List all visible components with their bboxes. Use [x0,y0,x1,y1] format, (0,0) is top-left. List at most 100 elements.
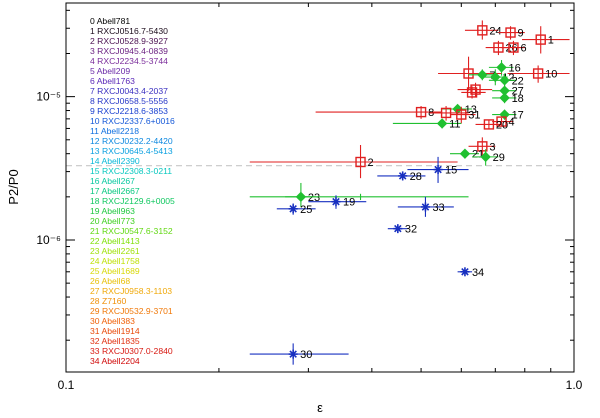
point-label: 17 [512,110,524,122]
point-label: 18 [512,93,524,105]
data-point: 33 [397,196,454,217]
diamond-marker [499,92,510,104]
data-point: 20 [475,119,508,131]
square-marker [508,42,519,53]
plot-frame [65,2,575,373]
legend-entry: 27 RXCJ0958.3-1103 [90,286,172,296]
legend-entry: 24 Abell1758 [90,256,140,266]
point-label: 25 [300,204,312,216]
square-marker [535,34,546,45]
data-point: 2 [249,144,458,179]
data-point: 29 [472,149,505,166]
star-marker-d2 [289,350,297,358]
star-marker-d2 [289,205,297,213]
point-label: 23 [308,192,320,204]
legend-entry: 0 Abell781 [90,16,130,26]
point-label: 28 [410,171,422,183]
legend-entry: 31 Abell1914 [90,326,140,336]
data-point [461,86,486,99]
point-label: 29 [493,152,505,164]
point-label: 6 [520,43,526,55]
point-label: 30 [300,349,312,361]
legend-entry: 23 Abell2261 [90,246,140,256]
data-point: 19 [308,195,367,209]
data-point: 30 [249,343,349,365]
star-marker-d2 [461,268,469,276]
legend-entry: 18 RXCJ2129.6+0005 [90,196,175,206]
y-tick-label: 10⁻⁵ [36,90,61,104]
data-point: 27 [492,84,524,98]
legend-entry: 28 Z7160 [90,296,127,306]
data-point [457,82,493,97]
data-point: 28 [377,171,426,183]
diamond-marker [452,103,463,115]
square-marker [477,25,488,36]
square-marker [496,116,507,127]
point-label: 10 [545,69,557,81]
point-label: 22 [512,75,524,87]
point-label: 34 [472,267,484,279]
point-label: 1 [548,35,554,47]
point-label: 27 [512,86,524,98]
legend-entry: 20 Abell773 [90,216,135,226]
legend-entry: 17 Abell2667 [90,186,140,196]
diamond-marker [480,151,491,163]
legend-entry: 16 Abell267 [90,176,135,186]
star-marker-d2 [394,224,402,233]
point-label: 32 [405,224,417,236]
data-point: 21 [449,148,484,161]
legend-entry: 19 Abell963 [90,206,135,216]
x-tick-label: 1.0 [566,378,583,392]
legend-entry: 3 RXCJ0945.4-0839 [90,46,168,56]
data-point: 11 [392,118,462,130]
star-marker-d2 [434,165,442,174]
legend-entry: 2 RXCJ0528.9-3927 [90,36,168,46]
data-point [438,56,502,91]
data-point: 1 [521,26,570,54]
diamond-marker [459,148,471,159]
legend-entry: 4 RXCJ2234.5-3744 [90,56,168,66]
data-point: 10 [507,65,570,83]
legend-entry: 22 Abell1413 [90,236,140,246]
data-point: 9 [498,26,525,40]
legend-entry: 32 Abell1835 [90,336,140,346]
data-point: 3 [468,137,495,157]
diamond-marker [496,62,507,73]
square-marker [355,156,366,168]
data-point: 15 [407,156,469,183]
square-marker [470,84,481,95]
data-point: 12 [482,69,515,86]
data-point: 31 [449,106,481,124]
y-tick-label: 10⁻⁶ [36,233,61,247]
data-point [249,193,469,201]
square-marker [466,87,478,98]
square-marker [477,141,488,152]
data-point: 32 [387,224,417,236]
square-marker [505,27,516,38]
star-marker-d2 [421,203,430,211]
point-label: 2 [368,157,374,169]
axes-layer: 0.1 1.0 10⁻⁶ 10⁻⁵ [36,3,583,392]
legend-entry: 7 RXCJ0043.4-2037 [90,86,168,96]
point-label: 3 [489,141,495,153]
point-label: 20 [496,119,508,131]
data-points-layer: 2491266161071222271813831174201132129215… [249,20,570,365]
point-label: 33 [432,202,444,214]
point-label: 16 [509,62,521,74]
legend-entry: 34 Abell2204 [90,356,140,366]
legend-entry: 14 Abell2390 [90,156,140,166]
diamond-marker [490,71,501,83]
square-marker [456,109,467,120]
legend-entry: 25 Abell1689 [90,266,140,276]
legend-entry: 13 RXCJ0645.4-5413 [90,146,173,156]
point-label: 31 [468,110,480,122]
data-point: 34 [457,267,484,279]
legend-entry: 29 RXCJ0532.9-3701 [90,306,173,316]
data-point: 8 [315,106,443,119]
square-marker [440,107,452,119]
legend-entry: 9 RXCJ2218.6-3853 [90,106,168,116]
point-label: 4 [509,117,515,129]
legend-entry: 11 Abell2218 [90,126,139,136]
square-marker [483,119,495,130]
